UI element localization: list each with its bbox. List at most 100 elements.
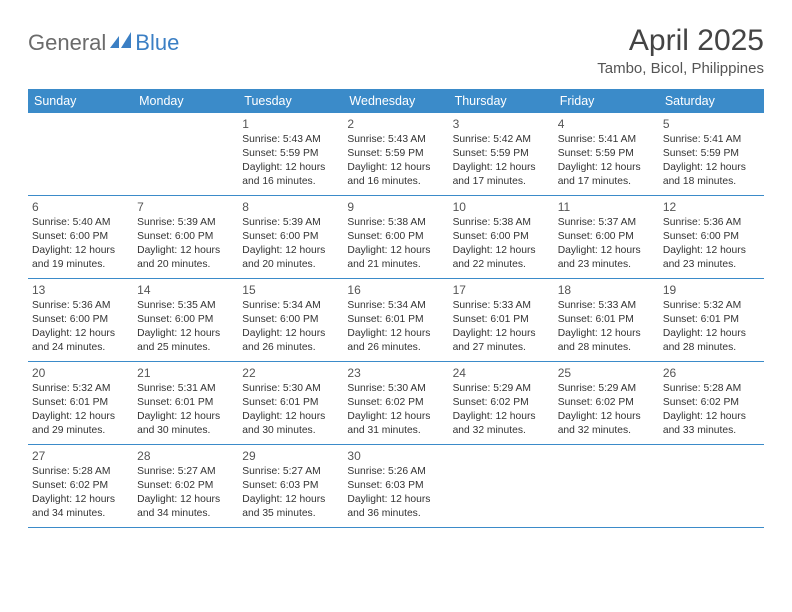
day-cell: 20Sunrise: 5:32 AMSunset: 6:01 PMDayligh…: [28, 362, 133, 444]
day-cell: 21Sunrise: 5:31 AMSunset: 6:01 PMDayligh…: [133, 362, 238, 444]
day-number: 20: [32, 365, 129, 381]
day-cell: 5Sunrise: 5:41 AMSunset: 5:59 PMDaylight…: [659, 113, 764, 195]
daylight-line: Daylight: 12 hours and 34 minutes.: [137, 493, 234, 521]
week-row: 13Sunrise: 5:36 AMSunset: 6:00 PMDayligh…: [28, 279, 764, 362]
sunset-line: Sunset: 6:03 PM: [242, 479, 339, 493]
day-cell: 26Sunrise: 5:28 AMSunset: 6:02 PMDayligh…: [659, 362, 764, 444]
sunrise-line: Sunrise: 5:32 AM: [663, 299, 760, 313]
sunrise-line: Sunrise: 5:36 AM: [663, 216, 760, 230]
day-number: 14: [137, 282, 234, 298]
day-number: 19: [663, 282, 760, 298]
day-cell: 25Sunrise: 5:29 AMSunset: 6:02 PMDayligh…: [554, 362, 659, 444]
sunrise-line: Sunrise: 5:29 AM: [558, 382, 655, 396]
empty-cell: [659, 445, 764, 527]
sunset-line: Sunset: 6:00 PM: [347, 230, 444, 244]
sunrise-line: Sunrise: 5:29 AM: [453, 382, 550, 396]
day-number: 22: [242, 365, 339, 381]
logo-word-2: Blue: [135, 30, 179, 56]
daylight-line: Daylight: 12 hours and 20 minutes.: [137, 244, 234, 272]
day-header-cell: Sunday: [28, 89, 133, 113]
day-cell: 24Sunrise: 5:29 AMSunset: 6:02 PMDayligh…: [449, 362, 554, 444]
day-number: 2: [347, 116, 444, 132]
empty-cell: [28, 113, 133, 195]
daylight-line: Daylight: 12 hours and 18 minutes.: [663, 161, 760, 189]
day-cell: 12Sunrise: 5:36 AMSunset: 6:00 PMDayligh…: [659, 196, 764, 278]
sunrise-line: Sunrise: 5:28 AM: [663, 382, 760, 396]
daylight-line: Daylight: 12 hours and 17 minutes.: [453, 161, 550, 189]
day-cell: 17Sunrise: 5:33 AMSunset: 6:01 PMDayligh…: [449, 279, 554, 361]
sunset-line: Sunset: 6:01 PM: [137, 396, 234, 410]
sunset-line: Sunset: 6:00 PM: [32, 313, 129, 327]
week-row: 27Sunrise: 5:28 AMSunset: 6:02 PMDayligh…: [28, 445, 764, 528]
sunrise-line: Sunrise: 5:27 AM: [137, 465, 234, 479]
sunset-line: Sunset: 6:02 PM: [137, 479, 234, 493]
daylight-line: Daylight: 12 hours and 34 minutes.: [32, 493, 129, 521]
day-number: 8: [242, 199, 339, 215]
sunrise-line: Sunrise: 5:37 AM: [558, 216, 655, 230]
daylight-line: Daylight: 12 hours and 23 minutes.: [663, 244, 760, 272]
sunrise-line: Sunrise: 5:30 AM: [242, 382, 339, 396]
day-cell: 13Sunrise: 5:36 AMSunset: 6:00 PMDayligh…: [28, 279, 133, 361]
day-number: 15: [242, 282, 339, 298]
sunset-line: Sunset: 6:02 PM: [32, 479, 129, 493]
sunset-line: Sunset: 6:00 PM: [32, 230, 129, 244]
day-cell: 3Sunrise: 5:42 AMSunset: 5:59 PMDaylight…: [449, 113, 554, 195]
daylight-line: Daylight: 12 hours and 16 minutes.: [242, 161, 339, 189]
day-cell: 6Sunrise: 5:40 AMSunset: 6:00 PMDaylight…: [28, 196, 133, 278]
day-number: 18: [558, 282, 655, 298]
sunset-line: Sunset: 6:00 PM: [242, 313, 339, 327]
day-cell: 18Sunrise: 5:33 AMSunset: 6:01 PMDayligh…: [554, 279, 659, 361]
sunrise-line: Sunrise: 5:28 AM: [32, 465, 129, 479]
day-cell: 4Sunrise: 5:41 AMSunset: 5:59 PMDaylight…: [554, 113, 659, 195]
day-number: 29: [242, 448, 339, 464]
sunset-line: Sunset: 5:59 PM: [663, 147, 760, 161]
day-header-cell: Friday: [554, 89, 659, 113]
day-cell: 11Sunrise: 5:37 AMSunset: 6:00 PMDayligh…: [554, 196, 659, 278]
day-number: 24: [453, 365, 550, 381]
sunset-line: Sunset: 5:59 PM: [453, 147, 550, 161]
sunrise-line: Sunrise: 5:42 AM: [453, 133, 550, 147]
sunrise-line: Sunrise: 5:39 AM: [137, 216, 234, 230]
week-row: 6Sunrise: 5:40 AMSunset: 6:00 PMDaylight…: [28, 196, 764, 279]
day-number: 12: [663, 199, 760, 215]
month-title: April 2025: [597, 24, 764, 58]
empty-cell: [133, 113, 238, 195]
day-number: 28: [137, 448, 234, 464]
daylight-line: Daylight: 12 hours and 30 minutes.: [242, 410, 339, 438]
sunrise-line: Sunrise: 5:40 AM: [32, 216, 129, 230]
sunset-line: Sunset: 6:01 PM: [242, 396, 339, 410]
day-number: 30: [347, 448, 444, 464]
day-number: 4: [558, 116, 655, 132]
day-number: 26: [663, 365, 760, 381]
week-row: 1Sunrise: 5:43 AMSunset: 5:59 PMDaylight…: [28, 113, 764, 196]
daylight-line: Daylight: 12 hours and 23 minutes.: [558, 244, 655, 272]
daylight-line: Daylight: 12 hours and 25 minutes.: [137, 327, 234, 355]
day-cell: 8Sunrise: 5:39 AMSunset: 6:00 PMDaylight…: [238, 196, 343, 278]
day-number: 21: [137, 365, 234, 381]
sunrise-line: Sunrise: 5:26 AM: [347, 465, 444, 479]
day-header-cell: Tuesday: [238, 89, 343, 113]
day-number: 7: [137, 199, 234, 215]
sunrise-line: Sunrise: 5:30 AM: [347, 382, 444, 396]
sunset-line: Sunset: 6:00 PM: [453, 230, 550, 244]
daylight-line: Daylight: 12 hours and 26 minutes.: [347, 327, 444, 355]
sunrise-line: Sunrise: 5:32 AM: [32, 382, 129, 396]
sunset-line: Sunset: 5:59 PM: [558, 147, 655, 161]
day-number: 23: [347, 365, 444, 381]
sunset-line: Sunset: 6:01 PM: [558, 313, 655, 327]
logo: General Blue: [28, 24, 179, 56]
sunset-line: Sunset: 6:02 PM: [663, 396, 760, 410]
logo-word-1: General: [28, 30, 106, 56]
day-cell: 23Sunrise: 5:30 AMSunset: 6:02 PMDayligh…: [343, 362, 448, 444]
sunrise-line: Sunrise: 5:43 AM: [347, 133, 444, 147]
day-header-row: SundayMondayTuesdayWednesdayThursdayFrid…: [28, 89, 764, 113]
sunset-line: Sunset: 6:01 PM: [453, 313, 550, 327]
sunrise-line: Sunrise: 5:34 AM: [347, 299, 444, 313]
header: General Blue April 2025 Tambo, Bicol, Ph…: [28, 24, 764, 77]
sunset-line: Sunset: 5:59 PM: [347, 147, 444, 161]
daylight-line: Daylight: 12 hours and 32 minutes.: [453, 410, 550, 438]
sunrise-line: Sunrise: 5:38 AM: [347, 216, 444, 230]
sunset-line: Sunset: 6:00 PM: [137, 230, 234, 244]
day-cell: 29Sunrise: 5:27 AMSunset: 6:03 PMDayligh…: [238, 445, 343, 527]
daylight-line: Daylight: 12 hours and 24 minutes.: [32, 327, 129, 355]
